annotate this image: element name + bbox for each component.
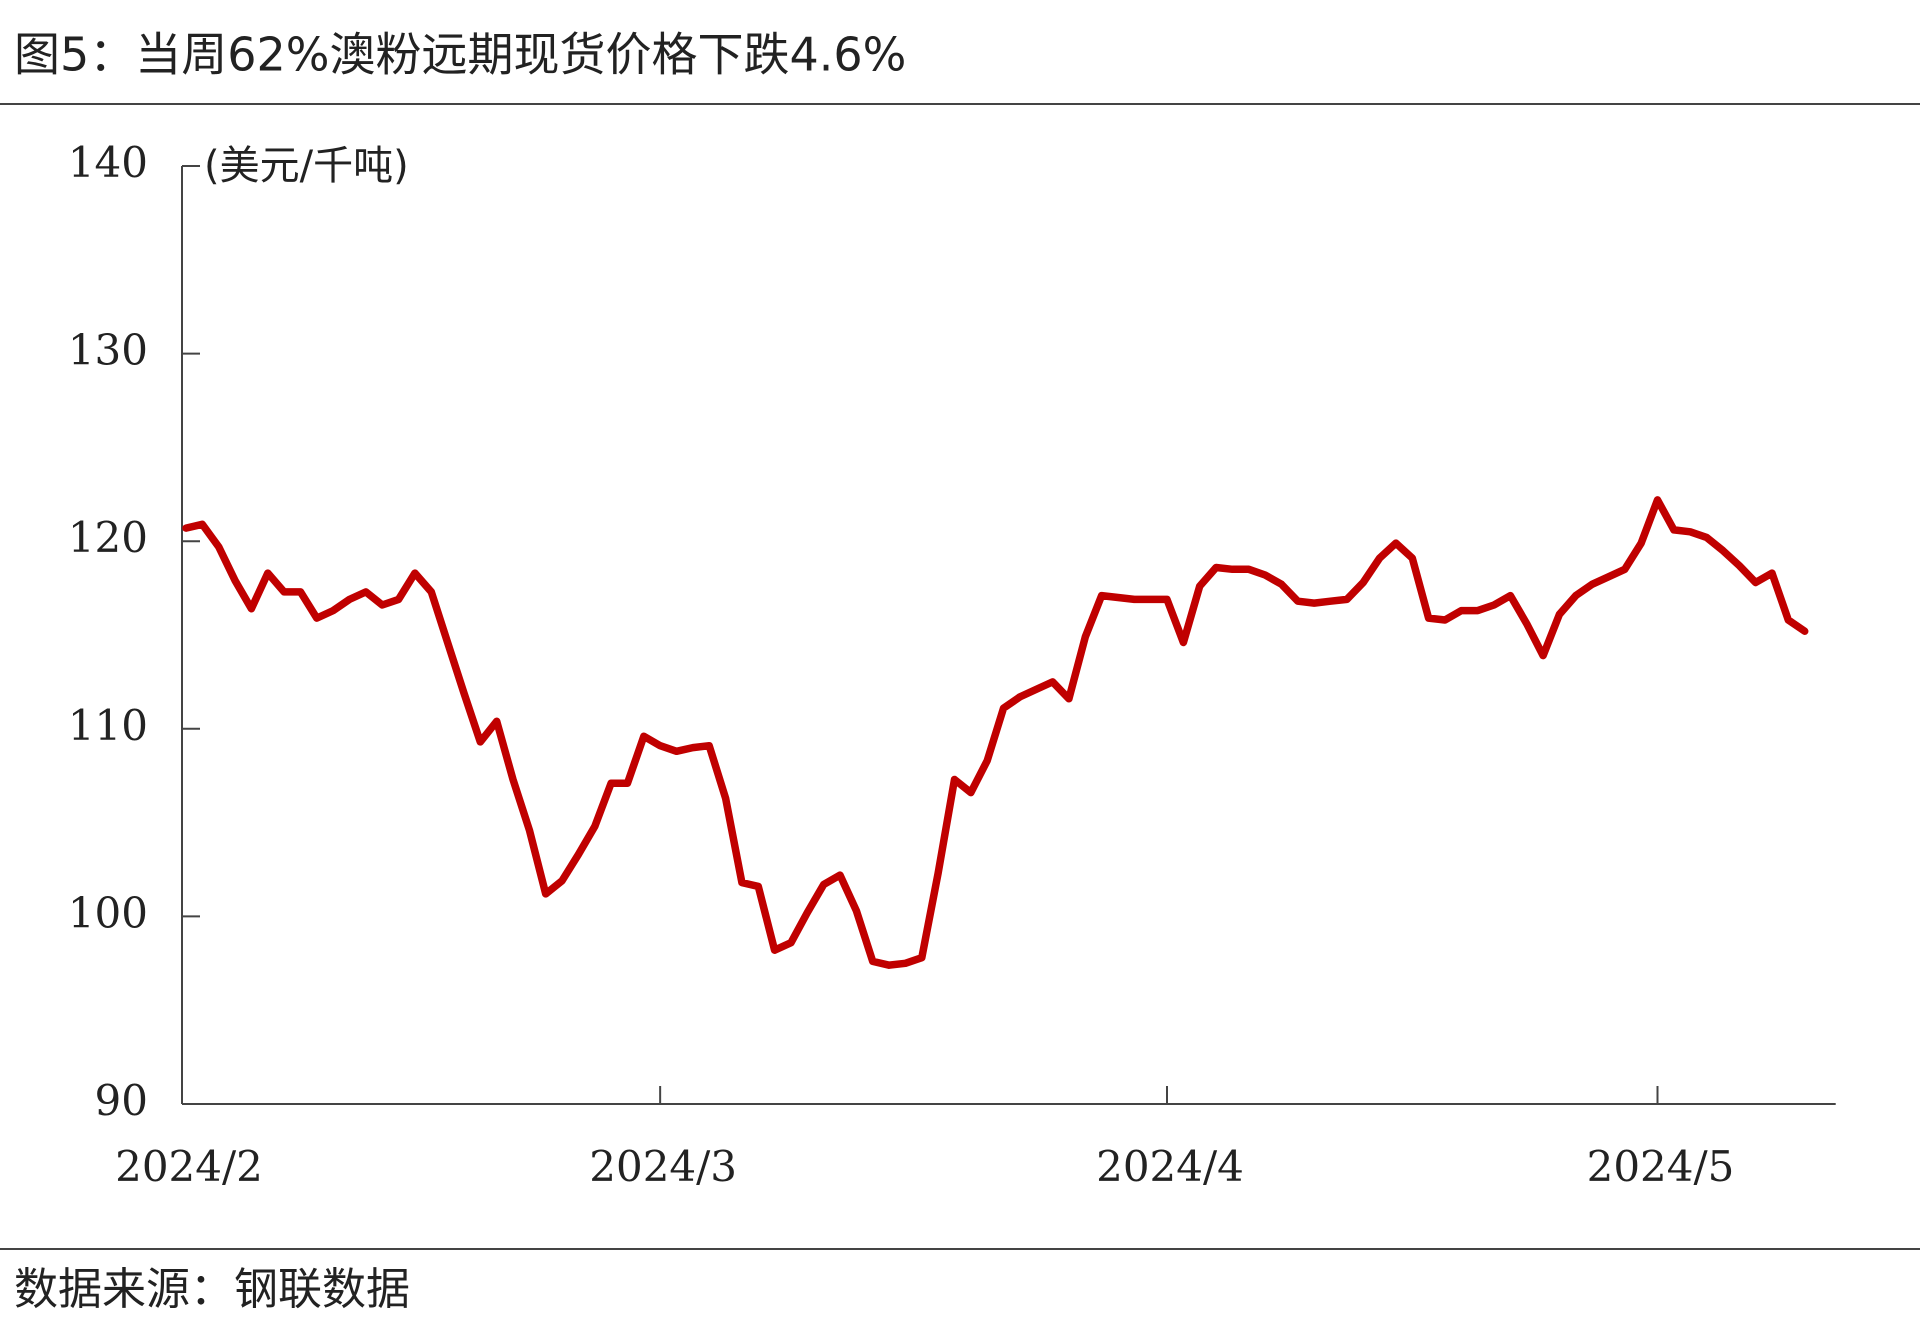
x-tick-label: 2024/5 [1587,1142,1735,1191]
price-line [182,496,1809,969]
source-note: 数据来源：钢联数据 [14,1264,410,1315]
y-tick-label: 140 [68,138,148,187]
y-tick-label: 90 [95,1076,148,1125]
y-axis-unit: (美元/千吨) [204,143,409,189]
chart-title: 图5：当周62%澳粉远期现货价格下跌4.6% [14,28,906,82]
x-tick-label: 2024/3 [589,1142,737,1191]
x-tick-label: 2024/4 [1096,1142,1244,1191]
y-tick-label: 110 [68,701,148,750]
y-tick-label: 120 [68,513,148,562]
y-tick-label: 130 [68,326,148,375]
y-tick-label: 100 [68,888,148,937]
x-tick-label: 2024/2 [115,1142,263,1191]
